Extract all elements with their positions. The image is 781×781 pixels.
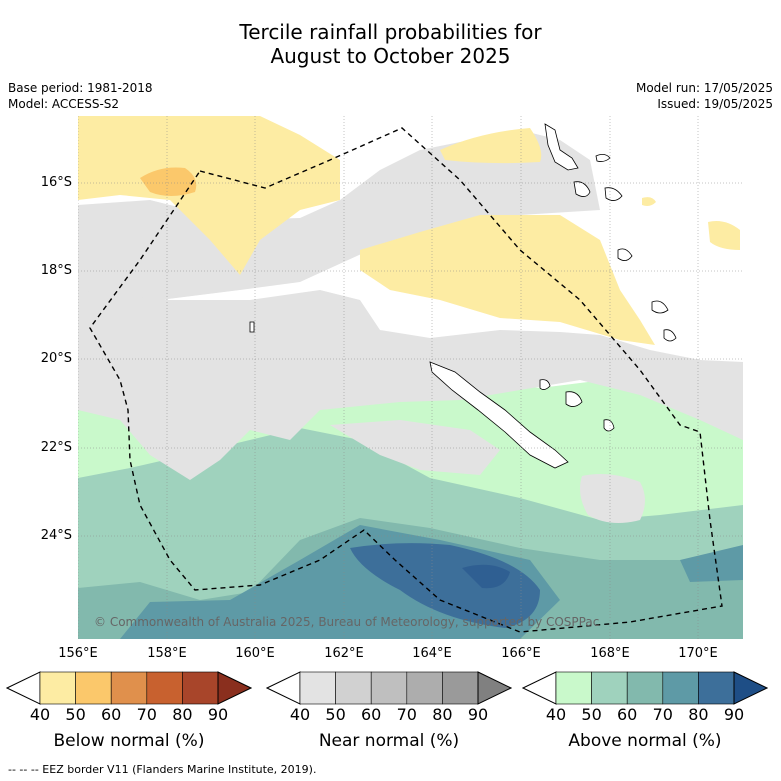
lon-label-158e: 158°E (147, 646, 187, 661)
colorbar-above-title: Above normal (%) (568, 731, 722, 751)
colorbar-tick-label: 50 (581, 705, 602, 724)
colorbar-extend-high (477, 671, 512, 705)
colorbar-segment (335, 671, 372, 705)
colorbar-tick-label: 60 (101, 705, 122, 724)
colorbar-near-title: Near normal (%) (318, 731, 460, 751)
colorbar-below-title: Below normal (%) (53, 731, 205, 751)
colorbar-tick-label: 90 (467, 705, 489, 724)
eez-footnote: -- -- -- EEZ border V11 (Flanders Marine… (8, 763, 317, 776)
lon-label-160e: 160°E (235, 646, 275, 661)
colorbar-segment (110, 671, 148, 705)
colorbar-below (6, 671, 252, 705)
colorbar-segment (370, 671, 408, 705)
new-caledonia-island (429, 361, 569, 469)
vanuatu-island-1 (544, 123, 579, 171)
lon-label-170e: 170°E (678, 646, 718, 661)
colorbar-tick-label: 60 (361, 705, 382, 724)
above-70-region-east (680, 545, 743, 582)
near-normal-north (78, 130, 600, 300)
colorbar-tick-label: 50 (65, 705, 86, 724)
loyalty-island-3 (603, 419, 615, 432)
colorbar-tick-label: 70 (396, 705, 417, 724)
colorbar-tick-label: 70 (652, 705, 673, 724)
lon-label-164e: 164°E (412, 646, 452, 661)
title-line-2: August to October 2025 (270, 44, 511, 68)
colorbar-segment (442, 671, 479, 705)
colorbar-segment (591, 671, 628, 705)
colorbar-segment (146, 671, 183, 705)
colorbar-above (522, 671, 768, 705)
model-run: Model run: 17/05/2025 (635, 81, 773, 95)
lon-label-162e: 162°E (324, 646, 364, 661)
lat-label-18s: 18°S (40, 263, 72, 278)
colorbar-segment (182, 671, 219, 705)
colorbar-extend-high (733, 671, 768, 705)
colorbar-extend-low (266, 671, 301, 705)
probability-layers (78, 116, 743, 639)
lon-label-168e: 168°E (590, 646, 630, 661)
graticule (78, 116, 743, 639)
copyright-note: © Commonwealth of Australia 2025, Bureau… (94, 615, 600, 629)
colorbar-segment (555, 671, 592, 705)
lat-label-24s: 24°S (40, 528, 72, 543)
lat-label-16s: 16°S (40, 175, 72, 190)
below-40-ne-strip (440, 128, 542, 164)
colorbar-tick-label: 80 (432, 705, 453, 724)
colorbar-extend-high (217, 671, 252, 705)
colorbar-tick-label: 90 (723, 705, 745, 724)
colorbar-segment (698, 671, 735, 705)
lon-label-156e: 156°E (58, 646, 98, 661)
lat-label-20s: 20°S (40, 351, 72, 366)
below-40-east-dot (642, 197, 656, 206)
near-normal-south-patch (330, 420, 500, 475)
above-80-region (350, 543, 540, 628)
east-island-2 (663, 329, 677, 342)
loyalty-island-1 (539, 379, 551, 390)
east-island-1 (651, 300, 669, 314)
colorbar-segment (299, 671, 336, 705)
below-40-north (78, 116, 340, 275)
colorbar-tick-label: 40 (545, 705, 567, 724)
vanuatu-island-4 (617, 248, 633, 261)
issued-date: Issued: 19/05/2025 (657, 97, 773, 111)
colorbar-tick-label: 60 (617, 705, 638, 724)
lon-label-166e: 166°E (501, 646, 541, 661)
colorbar-extend-low (522, 671, 557, 705)
model-name: Model: ACCESS-S2 (8, 97, 120, 111)
below-40-center (360, 215, 655, 345)
colorbar-tick-label: 80 (688, 705, 709, 724)
below-50-blob (140, 167, 197, 196)
colorbar-segment (75, 671, 112, 705)
colorbar-tick-label: 40 (289, 705, 311, 724)
colorbar-tick-label: 50 (325, 705, 346, 724)
colorbar-near (266, 671, 512, 705)
colorbar-segment (626, 671, 664, 705)
colorbar-tick-label: 40 (29, 705, 51, 724)
title-line-1: Tercile rainfall probabilities for (239, 20, 542, 44)
lat-label-22s: 22°S (40, 440, 72, 455)
base-period: Base period: 1981-2018 (8, 81, 153, 95)
near-normal-east-patch (580, 474, 645, 524)
below-40-east-patch (708, 221, 740, 250)
colorbar-extend-low (6, 671, 41, 705)
colorbar-tick-label: 70 (136, 705, 157, 724)
loyalty-island-2 (565, 391, 583, 407)
near-normal-west (78, 290, 743, 480)
above-90-core (462, 564, 510, 589)
colorbar-segment (39, 671, 76, 705)
colorbar-tick-label: 90 (207, 705, 229, 724)
colorbar-tick-label: 80 (172, 705, 193, 724)
colorbar-segment (662, 671, 699, 705)
vanuatu-island-2 (573, 181, 591, 197)
chesterfield-island (249, 321, 255, 333)
vanuatu-island-3 (604, 187, 623, 201)
colorbar-segment (406, 671, 443, 705)
